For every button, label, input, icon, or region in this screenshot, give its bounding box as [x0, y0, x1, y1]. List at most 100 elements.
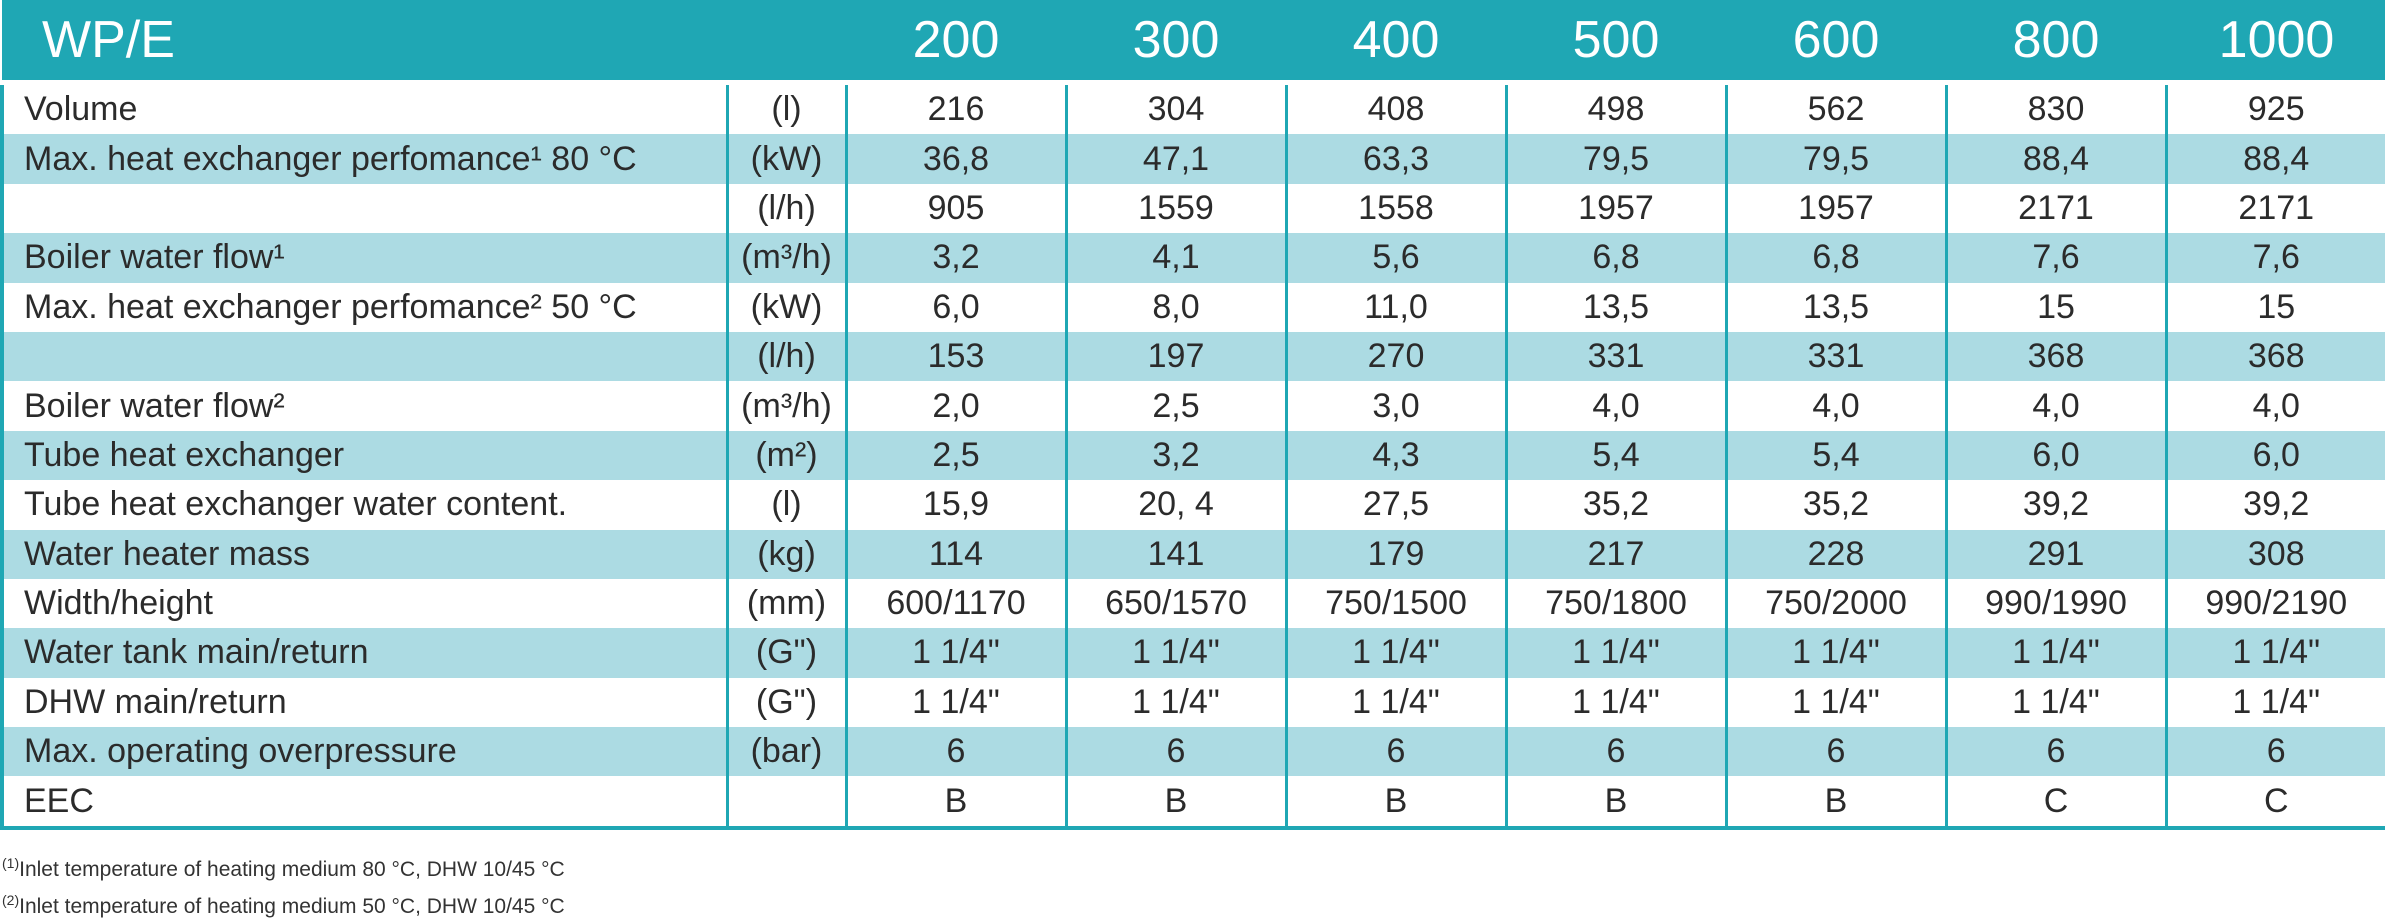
value-cell: 3,2 [1064, 430, 1286, 481]
value-cell: 1 1/4" [1504, 677, 1726, 728]
value-cell: 905 [844, 183, 1066, 234]
table-row: Tube heat exchanger (m²) 2,5 3,2 4,3 5,4 5,4 6,… [0, 430, 2385, 481]
parameter-name: Volume [0, 82, 727, 135]
value-cell: 6,8 [1504, 233, 1726, 283]
value-cell: 1 1/4" [1944, 677, 2166, 728]
value-cell: 4,0 [1504, 381, 1726, 431]
table-row: EEC B B B B B C C [0, 776, 2385, 830]
value-cell: 1 1/4" [1944, 628, 2166, 678]
value-cell: 5,4 [1504, 430, 1726, 481]
value-cell: 304 [1064, 82, 1286, 135]
value-cell: 1 1/4" [844, 628, 1066, 678]
value-cell: 7,6 [1944, 233, 2166, 283]
value-cell: 6,0 [844, 282, 1066, 332]
parameter-name [0, 331, 727, 382]
parameter-name: Width/height [0, 578, 727, 629]
model-header: 200 [846, 0, 1066, 85]
table-row: Width/height (mm) 600/1170 650/1570 750/1500… [0, 578, 2385, 629]
value-cell: 6,8 [1724, 233, 1946, 283]
value-cell: 331 [1504, 331, 1726, 382]
parameter-name: Boiler water flow² [0, 381, 727, 431]
value-cell: B [1064, 776, 1286, 830]
value-cell: 79,5 [1504, 134, 1726, 184]
value-cell: 925 [2164, 82, 2385, 135]
spec-table: WP/E 200 300 400 500 600 800 1000 Volume… [0, 0, 2385, 830]
value-cell: 228 [1724, 529, 1946, 579]
footnote-text: Inlet temperature of heating medium 50 °… [19, 895, 565, 918]
value-cell: 2,5 [844, 430, 1066, 481]
value-cell: 216 [844, 82, 1066, 135]
value-cell: 6 [1064, 727, 1286, 777]
value-cell: 600/1170 [844, 578, 1066, 629]
parameter-unit: (mm) [725, 578, 846, 629]
value-cell: 562 [1724, 82, 1946, 135]
table-title: WP/E [2, 0, 846, 85]
value-cell: 88,4 [2164, 134, 2385, 184]
parameter-unit: (l/h) [725, 331, 846, 382]
value-cell: 650/1570 [1064, 578, 1286, 629]
value-cell: 5,4 [1724, 430, 1946, 481]
table-row: Tube heat exchanger water content. (l) 15,… [0, 480, 2385, 530]
value-cell: 990/2190 [2164, 578, 2385, 629]
model-header: 500 [1506, 0, 1726, 85]
value-cell: 13,5 [1724, 282, 1946, 332]
value-cell: 1 1/4" [1724, 628, 1946, 678]
value-cell: 1 1/4" [1284, 628, 1506, 678]
value-cell: 39,2 [1944, 480, 2166, 530]
value-cell: 20, 4 [1064, 480, 1286, 530]
value-cell: 308 [2164, 529, 2385, 579]
parameter-unit: (G") [725, 628, 846, 678]
value-cell: 750/1800 [1504, 578, 1726, 629]
value-cell: 15 [2164, 282, 2385, 332]
table-row: Max. heat exchanger perfomance² 50 °C (kW… [0, 282, 2385, 332]
value-cell: 2,5 [1064, 381, 1286, 431]
value-cell: 1 1/4" [2164, 628, 2385, 678]
model-header: 800 [1946, 0, 2166, 85]
table-row: Water tank main/return (G") 1 1/4" 1 1/4" 1 … [0, 628, 2385, 678]
value-cell: 6 [1944, 727, 2166, 777]
parameter-unit: (m³/h) [725, 381, 846, 431]
table-row: Boiler water flow¹ (m³/h) 3,2 4,1 5,6 6,8 6,8 7… [0, 233, 2385, 283]
value-cell: 197 [1064, 331, 1286, 382]
table-row: (l/h) 153 197 270 331 331 368 368 [0, 331, 2385, 382]
value-cell: 36,8 [844, 134, 1066, 184]
model-header: 300 [1066, 0, 1286, 85]
parameter-unit: (bar) [725, 727, 846, 777]
value-cell: 4,0 [2164, 381, 2385, 431]
value-cell: 153 [844, 331, 1066, 382]
parameter-unit: (m³/h) [725, 233, 846, 283]
value-cell: 270 [1284, 331, 1506, 382]
value-cell: 11,0 [1284, 282, 1506, 332]
value-cell: 4,3 [1284, 430, 1506, 481]
value-cell: 1559 [1064, 183, 1286, 234]
footnotes: (1)Inlet temperature of heating medium 8… [2, 848, 565, 922]
value-cell: 88,4 [1944, 134, 2166, 184]
table-row: Max. operating overpressure (bar) 6 6 6 6 6 6 6 [0, 727, 2385, 777]
parameter-unit: (l) [725, 480, 846, 530]
value-cell: 6 [1504, 727, 1726, 777]
parameter-name: Max. heat exchanger perfomance¹ 80 °C [0, 134, 727, 184]
footnote-text: Inlet temperature of heating medium 80 °… [19, 858, 565, 881]
model-header: 1000 [2166, 0, 2385, 85]
value-cell: 2171 [2164, 183, 2385, 234]
value-cell: 6 [1284, 727, 1506, 777]
parameter-name [0, 183, 727, 234]
value-cell: 4,1 [1064, 233, 1286, 283]
parameter-name: Tube heat exchanger water content. [0, 480, 727, 530]
value-cell: 179 [1284, 529, 1506, 579]
value-cell: 35,2 [1724, 480, 1946, 530]
value-cell: 1 1/4" [844, 677, 1066, 728]
value-cell: 15 [1944, 282, 2166, 332]
value-cell: 6 [2164, 727, 2385, 777]
value-cell: 6,0 [2164, 430, 2385, 481]
value-cell: 1558 [1284, 183, 1506, 234]
footnote-mark: (1) [2, 855, 20, 871]
value-cell: B [1284, 776, 1506, 830]
value-cell: 217 [1504, 529, 1726, 579]
value-cell: 990/1990 [1944, 578, 2166, 629]
value-cell: 1 1/4" [1724, 677, 1946, 728]
value-cell: 63,3 [1284, 134, 1506, 184]
table-row: Water heater mass (kg) 114 141 179 217 228 291 3… [0, 529, 2385, 579]
value-cell: 4,0 [1944, 381, 2166, 431]
value-cell: 750/2000 [1724, 578, 1946, 629]
